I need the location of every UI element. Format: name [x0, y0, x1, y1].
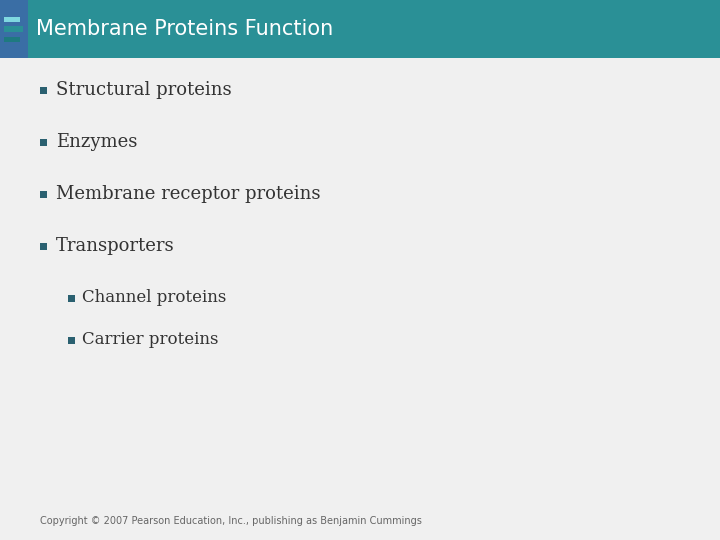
Text: Membrane Proteins Function: Membrane Proteins Function: [36, 19, 333, 39]
FancyBboxPatch shape: [40, 86, 47, 93]
FancyBboxPatch shape: [4, 17, 20, 22]
Text: Membrane receptor proteins: Membrane receptor proteins: [56, 185, 320, 203]
Text: Carrier proteins: Carrier proteins: [82, 332, 218, 348]
FancyBboxPatch shape: [40, 191, 47, 198]
FancyBboxPatch shape: [0, 0, 28, 58]
Text: Structural proteins: Structural proteins: [56, 81, 232, 99]
Text: Transporters: Transporters: [56, 237, 175, 255]
FancyBboxPatch shape: [4, 26, 23, 32]
Text: Channel proteins: Channel proteins: [82, 289, 226, 307]
FancyBboxPatch shape: [68, 336, 75, 343]
FancyBboxPatch shape: [40, 138, 47, 145]
Text: Copyright © 2007 Pearson Education, Inc., publishing as Benjamin Cummings: Copyright © 2007 Pearson Education, Inc.…: [40, 516, 422, 526]
FancyBboxPatch shape: [0, 0, 720, 58]
FancyBboxPatch shape: [40, 242, 47, 249]
Text: Enzymes: Enzymes: [56, 133, 138, 151]
FancyBboxPatch shape: [4, 37, 20, 42]
FancyBboxPatch shape: [68, 294, 75, 301]
